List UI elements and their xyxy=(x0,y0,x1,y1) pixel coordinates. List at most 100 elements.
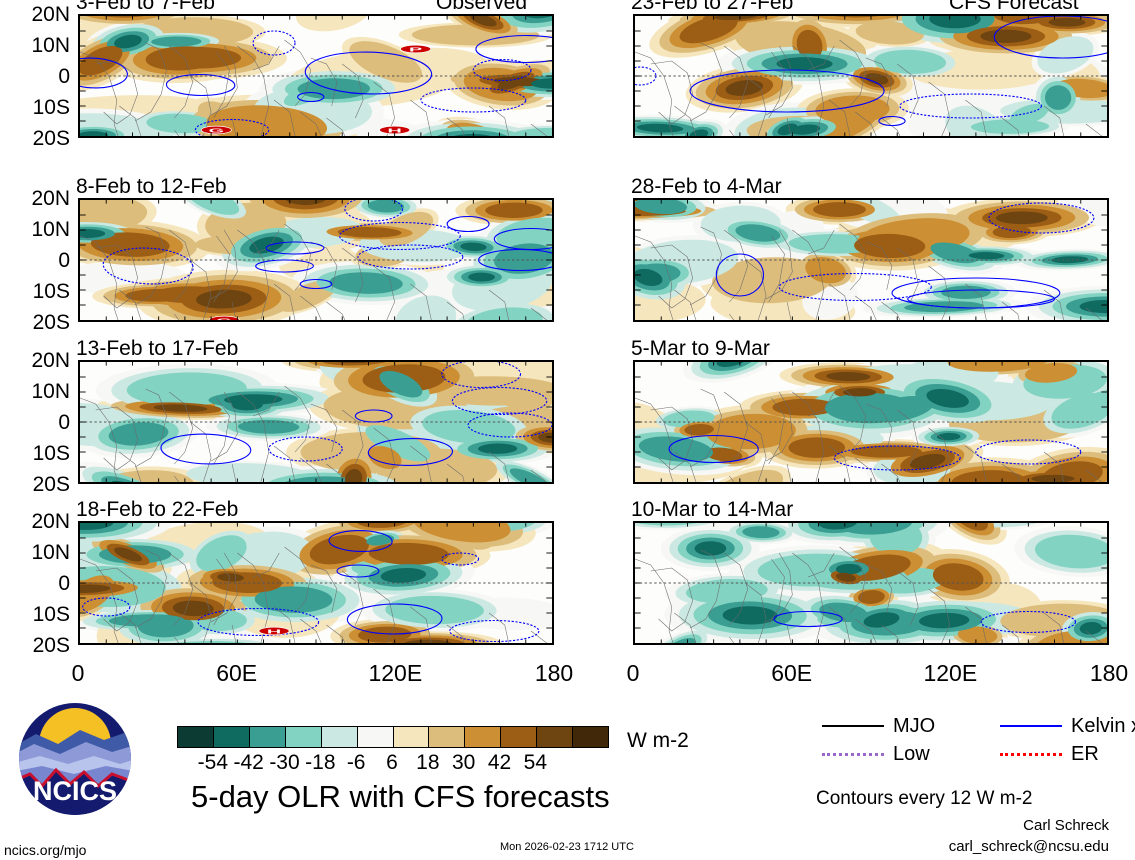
map-panel xyxy=(633,198,1109,322)
legend-line-swatch xyxy=(1000,752,1062,756)
y-axis-tick-label: 20S xyxy=(32,473,70,496)
svg-text:P: P xyxy=(409,47,423,53)
legend-line-swatch xyxy=(822,725,884,727)
x-axis-tick-label: 180 xyxy=(1089,660,1129,686)
colorbar-segment xyxy=(178,727,213,747)
y-axis-tick-label: 20N xyxy=(31,510,70,533)
colorbar-segment xyxy=(284,727,321,747)
panel-title: 18-Feb to 22-Feb xyxy=(76,498,239,521)
author-email[interactable]: carl_schreck@ncsu.edu xyxy=(948,838,1109,855)
legend-entry: MJO xyxy=(822,716,935,736)
colorbar-tick-label: -6 xyxy=(346,751,366,774)
olr-colorbar xyxy=(177,726,609,748)
site-url[interactable]: ncics.org/mjo xyxy=(4,842,87,858)
y-axis-tick-label: 10S xyxy=(32,442,70,465)
storm-marker: G xyxy=(209,316,239,320)
y-axis-tick-label: 0 xyxy=(58,411,70,434)
colorbar-segment xyxy=(464,727,501,747)
colorbar-tick-label: 54 xyxy=(523,751,547,774)
olr-field: G xyxy=(80,200,552,320)
y-axis-tick-label: 10N xyxy=(31,541,70,564)
x-axis-tick-label: 60E xyxy=(771,660,813,686)
panel-title: 8-Feb to 12-Feb xyxy=(76,175,227,198)
legend-entry: Kelvin x2 xyxy=(1000,716,1135,736)
y-axis-tick-label: 20N xyxy=(31,349,70,372)
olr-field: H xyxy=(80,523,552,643)
x-axis-tick-label: 120E xyxy=(368,660,423,686)
svg-text:G: G xyxy=(209,128,224,134)
colorbar-tick-label: 30 xyxy=(451,751,476,774)
y-axis-tick-label: 20S xyxy=(32,311,70,334)
y-axis-tick-label: 0 xyxy=(58,572,70,595)
legend-entry: ER xyxy=(1000,744,1099,764)
svg-text:H: H xyxy=(267,629,281,635)
svg-text:G: G xyxy=(217,318,232,320)
panel-title: 13-Feb to 17-Feb xyxy=(76,337,239,360)
map-panel: H xyxy=(78,521,554,645)
olr-field: P G H xyxy=(80,16,552,136)
colorbar-tick-label: -18 xyxy=(305,751,336,774)
colorbar-segment xyxy=(536,727,573,747)
colorbar-segment xyxy=(392,727,429,747)
svg-text:H: H xyxy=(388,128,402,134)
x-axis-tick-label: 0 xyxy=(71,660,85,686)
y-axis-tick-label: 20N xyxy=(31,3,70,26)
colorbar-tick-label: 6 xyxy=(386,751,398,774)
storm-marker: P xyxy=(401,45,431,53)
colorbar-segment xyxy=(572,727,609,747)
legend-label: ER xyxy=(1071,743,1099,765)
panel-title: 5-Mar to 9-Mar xyxy=(631,337,770,360)
map-panel xyxy=(633,360,1109,484)
y-axis-tick-label: 10S xyxy=(32,96,70,119)
legend-label: Kelvin x2 xyxy=(1071,715,1135,737)
y-axis-tick-label: 10N xyxy=(31,218,70,241)
colorbar-segment xyxy=(428,727,465,747)
x-axis-tick-label: 120E xyxy=(923,660,978,686)
y-axis-tick-label: 0 xyxy=(58,65,70,88)
y-axis-tick-label: 20S xyxy=(32,127,70,150)
legend-label: Low xyxy=(893,743,930,765)
forecast-column-header: CFS Forecast xyxy=(949,0,1079,14)
ncics-logo[interactable]: NCICS xyxy=(16,700,134,823)
olr-field xyxy=(635,200,1107,320)
panel-title: 10-Mar to 14-Mar xyxy=(631,498,794,521)
colorbar-tick-label: -54 xyxy=(197,751,228,774)
olr-field xyxy=(635,16,1107,136)
storm-marker: G xyxy=(201,126,231,134)
colorbar-segment xyxy=(356,727,393,747)
generation-timestamp: Mon 2026-02-23 1712 UTC xyxy=(500,841,634,853)
y-axis-tick-label: 10N xyxy=(31,34,70,57)
y-axis-tick-label: 10N xyxy=(31,380,70,403)
panel-title: 23-Feb to 27-Feb xyxy=(631,0,794,14)
map-panel: P G H xyxy=(78,14,554,138)
colorbar-tick-label: -30 xyxy=(269,751,300,774)
y-axis-tick-label: 10S xyxy=(32,280,70,303)
colorbar-segment xyxy=(248,727,285,747)
author-name: Carl Schreck xyxy=(1023,817,1109,834)
y-axis-tick-label: 20N xyxy=(31,187,70,210)
ncics-logo-svg: NCICS xyxy=(19,703,131,815)
observed-column-header: Observed xyxy=(436,0,528,14)
legend-label: MJO xyxy=(893,715,936,737)
olr-field xyxy=(80,362,552,482)
colorbar-tick-label: -42 xyxy=(233,751,264,774)
figure-main-title: 5-day OLR with CFS forecasts xyxy=(191,779,610,814)
y-axis-tick-label: 10S xyxy=(32,603,70,626)
ncics-logo-text: NCICS xyxy=(33,776,117,806)
colorbar-tick-label: 42 xyxy=(487,751,512,774)
colorbar-segment xyxy=(320,727,357,747)
y-axis-tick-label: 0 xyxy=(58,249,70,272)
x-axis-tick-label: 180 xyxy=(534,660,574,686)
map-panel xyxy=(633,14,1109,138)
olr-field xyxy=(635,362,1107,482)
x-axis-tick-label: 60E xyxy=(216,660,258,686)
map-panel xyxy=(633,521,1109,645)
legend-line-swatch xyxy=(1000,725,1062,727)
olr-field xyxy=(635,523,1107,643)
colorbar-units-label: W m-2 xyxy=(627,729,689,752)
panel-title: 3-Feb to 7-Feb xyxy=(76,0,215,14)
map-panel: G xyxy=(78,198,554,322)
map-panel xyxy=(78,360,554,484)
y-axis-tick-label: 20S xyxy=(32,634,70,657)
contour-interval-note: Contours every 12 W m-2 xyxy=(816,788,1033,809)
